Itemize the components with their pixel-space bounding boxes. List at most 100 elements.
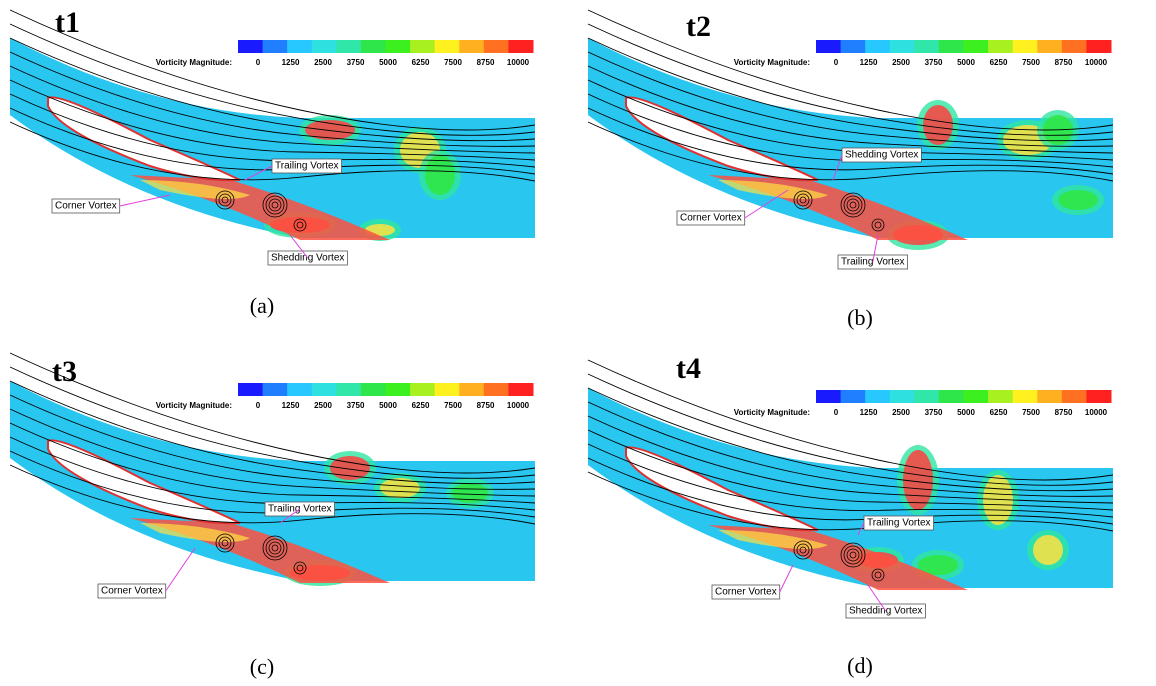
caption: (b)	[847, 305, 873, 330]
colorbar-swatch	[386, 40, 411, 53]
colorbar-swatch	[263, 383, 288, 396]
colorbar-tick-label: 2500	[314, 58, 332, 67]
colorbar-swatch	[508, 383, 533, 396]
colorbar-tick-label: 8750	[477, 58, 495, 67]
colorbar-title: Vorticity Magnitude:	[156, 401, 232, 410]
colorbar-swatch	[459, 40, 484, 53]
annotation: Trailing Vortex	[275, 161, 339, 172]
colorbar-tick-label: 7500	[444, 401, 462, 410]
colorbar-swatch	[287, 383, 312, 396]
colorbar-swatch	[238, 40, 263, 53]
colorbar-swatch	[312, 40, 337, 53]
colorbar-swatch	[238, 383, 263, 396]
leader-line	[166, 548, 195, 591]
annotation: Corner Vortex	[680, 213, 742, 224]
colorbar-swatch	[964, 40, 989, 53]
colorbar-tick-label: 10000	[507, 401, 530, 410]
colorbar-swatch	[361, 383, 386, 396]
colorbar-tick-label: 7500	[1022, 58, 1040, 67]
annotation: Corner Vortex	[101, 586, 163, 597]
colorbar-swatch	[336, 383, 361, 396]
colorbar-tick-label: 0	[834, 58, 839, 67]
colorbar-swatch	[914, 40, 939, 53]
colorbar-swatch	[312, 383, 337, 396]
annotation: Shedding Vortex	[849, 606, 922, 617]
caption: (d)	[847, 653, 873, 678]
colorbar-tick-label: 6250	[990, 408, 1008, 417]
colorbar-swatch	[1037, 390, 1062, 403]
colorbar-tick-label: 1250	[282, 58, 300, 67]
colorbar-tick-label: 1250	[860, 58, 878, 67]
colorbar-swatch	[1013, 390, 1038, 403]
time-label: t1	[55, 6, 80, 39]
panel: t1 Vorticity Magnitude: 0 1250 2500 3750 5000 6…	[10, 6, 535, 318]
colorbar-tick-label: 3750	[347, 401, 365, 410]
colorbar-tick-label: 8750	[1055, 58, 1073, 67]
colorbar-swatch	[336, 40, 361, 53]
colorbar-swatch	[435, 40, 460, 53]
colorbar-tick-label: 2500	[892, 408, 910, 417]
time-label: t4	[676, 352, 701, 385]
caption: (a)	[250, 293, 274, 318]
colorbar-tick-label: 3750	[925, 408, 943, 417]
annotation: Trailing Vortex	[841, 257, 905, 268]
annotation: Trailing Vortex	[867, 518, 931, 529]
colorbar-tick-label: 7500	[444, 58, 462, 67]
time-label: t3	[52, 355, 77, 388]
colorbar-tick-label: 3750	[347, 58, 365, 67]
colorbar-swatch	[816, 390, 841, 403]
colorbar-swatch	[410, 383, 435, 396]
colorbar-swatch	[890, 390, 915, 403]
annotation: Shedding Vortex	[271, 253, 344, 264]
colorbar-swatch	[890, 40, 915, 53]
colorbar-swatch	[361, 40, 386, 53]
colorbar-swatch	[988, 40, 1013, 53]
colorbar-swatch	[484, 383, 509, 396]
colorbar-swatch	[1086, 390, 1111, 403]
annotation: Shedding Vortex	[845, 150, 918, 161]
colorbar-tick-label: 6250	[412, 401, 430, 410]
colorbar-tick-label: 0	[834, 408, 839, 417]
colorbar-tick-label: 3750	[925, 58, 943, 67]
vorticity-blob	[923, 105, 953, 145]
colorbar-tick-label: 5000	[379, 401, 397, 410]
colorbar-swatch	[386, 383, 411, 396]
colorbar-swatch	[1062, 390, 1087, 403]
colorbar-tick-label: 8750	[1055, 408, 1073, 417]
colorbar-title: Vorticity Magnitude:	[734, 58, 810, 67]
colorbar-swatch	[1037, 40, 1062, 53]
colorbar-swatch	[410, 40, 435, 53]
colorbar-tick-label: 0	[256, 58, 261, 67]
time-label: t2	[686, 10, 711, 43]
colorbar-swatch	[865, 40, 890, 53]
colorbar-tick-label: 8750	[477, 401, 495, 410]
colorbar-tick-label: 2500	[314, 401, 332, 410]
colorbar-tick-label: 1250	[860, 408, 878, 417]
colorbar-swatch	[964, 390, 989, 403]
colorbar-tick-label: 10000	[507, 58, 530, 67]
colorbar-swatch	[841, 390, 866, 403]
colorbar-tick-label: 0	[256, 401, 261, 410]
colorbar-swatch	[287, 40, 312, 53]
colorbar-swatch	[1062, 40, 1087, 53]
panel: t4Vorticity Magnitude:012502500375050006…	[588, 352, 1113, 678]
vorticity-blob	[1033, 535, 1063, 565]
colorbar-tick-label: 10000	[1085, 408, 1108, 417]
colorbar-swatch	[459, 383, 484, 396]
colorbar-swatch	[816, 40, 841, 53]
colorbar-title: Vorticity Magnitude:	[156, 58, 232, 67]
colorbar-tick-label: 5000	[379, 58, 397, 67]
colorbar-swatch	[865, 390, 890, 403]
colorbar-swatch	[263, 40, 288, 53]
colorbar-swatch	[988, 390, 1013, 403]
leader-line	[120, 195, 170, 206]
colorbar-swatch	[939, 390, 964, 403]
colorbar-swatch	[484, 40, 509, 53]
colorbar-swatch	[508, 40, 533, 53]
colorbar-tick-label: 7500	[1022, 408, 1040, 417]
colorbar-tick-label: 2500	[892, 58, 910, 67]
caption: (c)	[250, 654, 274, 679]
colorbar-tick-label: 6250	[412, 58, 430, 67]
